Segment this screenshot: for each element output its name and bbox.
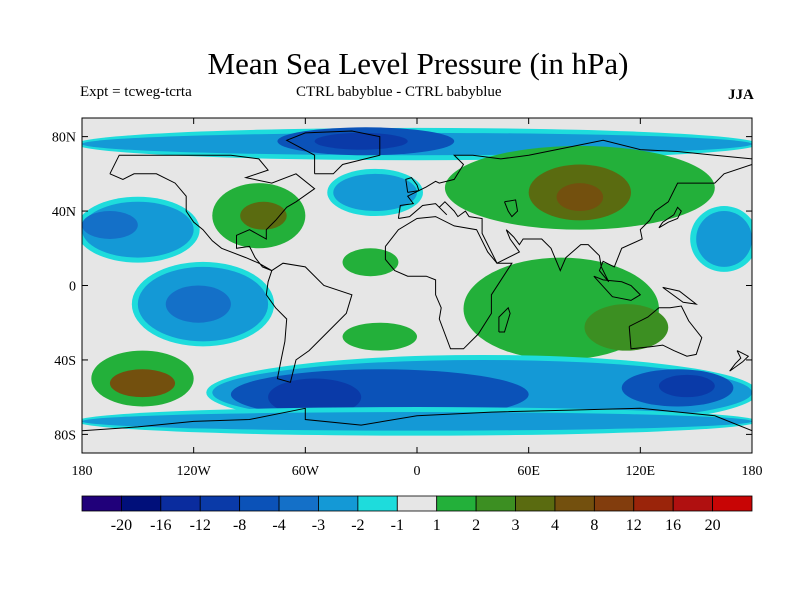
- contour-region-west-pacific-low: [696, 211, 752, 267]
- colorbar-label: 3: [512, 517, 520, 534]
- coastline-greenland: [285, 130, 381, 175]
- coastline-uk: [405, 177, 420, 193]
- colorbar-swatch: [712, 495, 753, 512]
- axis-ticks: 80N 40N 0 40S 80S 180 120W 60W 0 60E 120E 180: [52, 118, 763, 479]
- lat-tick-label: 80S: [54, 428, 76, 443]
- lon-tick-label: 60W: [292, 464, 320, 479]
- colorbar-label: -4: [272, 517, 285, 534]
- coastline-eurasia: [397, 139, 752, 283]
- colorbar-swatch: [515, 495, 556, 512]
- contour-region-atlantic-equatorial-high: [342, 248, 399, 277]
- colorbar: -20 -16 -12 -8 -4 -3 -2 -1 1 2 3 4 8 12 16 20: [81, 495, 753, 534]
- contour-region-southern-ocean-low-core: [268, 378, 362, 416]
- contour-region-south-pacific-high-core: [109, 369, 176, 398]
- colorbar-swatch: [121, 495, 162, 512]
- colorbar-swatch: [81, 495, 122, 512]
- lat-tick-label: 40N: [52, 205, 76, 220]
- colorbar-swatch: [318, 495, 359, 512]
- coastline-south-america: [265, 262, 353, 383]
- lat-tick-label: 40S: [54, 354, 76, 369]
- lat-tick-label: 80N: [52, 131, 76, 146]
- contour-region-eurasia-high-core: [556, 183, 604, 212]
- colorbar-swatch: [554, 495, 595, 512]
- coastline-north-america: [109, 154, 316, 272]
- colorbar-label: -1: [391, 517, 404, 534]
- coastline-japan: [658, 206, 682, 229]
- experiment-label: Expt = tcweg-tcrta: [80, 84, 192, 100]
- colorbar-label: 16: [665, 517, 681, 534]
- coastline-africa: [384, 216, 513, 350]
- coastline-caspian-sea: [504, 199, 519, 218]
- coastline-new-guinea: [662, 286, 698, 305]
- lon-tick-label: 120W: [177, 464, 212, 479]
- coastline-antarctica: [82, 407, 752, 432]
- colorbar-label: -8: [233, 517, 246, 534]
- colorbar-swatch: [396, 495, 438, 512]
- coastline-australia: [628, 305, 703, 357]
- colorbar-swatch: [239, 495, 280, 512]
- contour-region-east-pacific-low-core: [165, 285, 231, 323]
- colorbar-label: 20: [705, 517, 721, 534]
- colorbar-label: 12: [626, 517, 642, 534]
- lat-tick-label: 0: [69, 280, 76, 295]
- colorbar-swatch: [593, 495, 635, 512]
- colorbar-label: 2: [472, 517, 480, 534]
- contour-region-south-atlantic-high: [342, 322, 417, 351]
- contour-region-southeast-indian-low-core: [658, 374, 715, 398]
- colorbar-label: 8: [590, 517, 598, 534]
- contour-region-antarctic-ring: [82, 412, 752, 431]
- contour-region-north-pacific-low-core: [82, 211, 138, 239]
- coastline-new-zealand: [729, 350, 750, 372]
- colorbar-label: -16: [150, 517, 171, 534]
- season-label: JJA: [728, 87, 754, 103]
- difference-label: CTRL babyblue - CTRL babyblue: [296, 84, 502, 100]
- colorbar-swatch: [436, 495, 477, 512]
- colorbar-swatch: [199, 495, 241, 512]
- anomaly-field: [82, 127, 752, 436]
- colorbar-label: -2: [351, 517, 364, 534]
- lon-tick-label: 180: [742, 464, 763, 479]
- contour-region-north-america-high-core: [240, 201, 287, 230]
- colorbar-swatch: [475, 495, 516, 512]
- colorbar-label: 1: [433, 517, 441, 534]
- coastline-indonesia: [593, 275, 642, 301]
- colorbar-swatch: [160, 495, 201, 512]
- coastline-madagascar: [498, 306, 511, 333]
- colorbar-swatch: [672, 495, 713, 512]
- lon-tick-label: 180: [72, 464, 93, 479]
- colorbar-swatch: [278, 495, 319, 512]
- contour-region-north-atlantic-low: [333, 173, 417, 212]
- colorbar-swatch: [633, 495, 674, 512]
- colorbar-label: 4: [551, 517, 559, 534]
- colorbar-label: -12: [190, 517, 211, 534]
- contour-region-australia-high: [584, 304, 669, 351]
- colorbar-label: -3: [312, 517, 325, 534]
- chart-title: Mean Sea Level Pressure (in hPa): [207, 46, 629, 81]
- lon-tick-label: 120E: [626, 464, 656, 479]
- colorbar-label: -20: [111, 517, 132, 534]
- contour-region-greenland-low-core: [314, 132, 408, 150]
- colorbar-swatch: [357, 495, 398, 512]
- lon-tick-label: 60E: [517, 464, 540, 479]
- lon-tick-label: 0: [414, 464, 421, 479]
- coastlines: [82, 130, 752, 432]
